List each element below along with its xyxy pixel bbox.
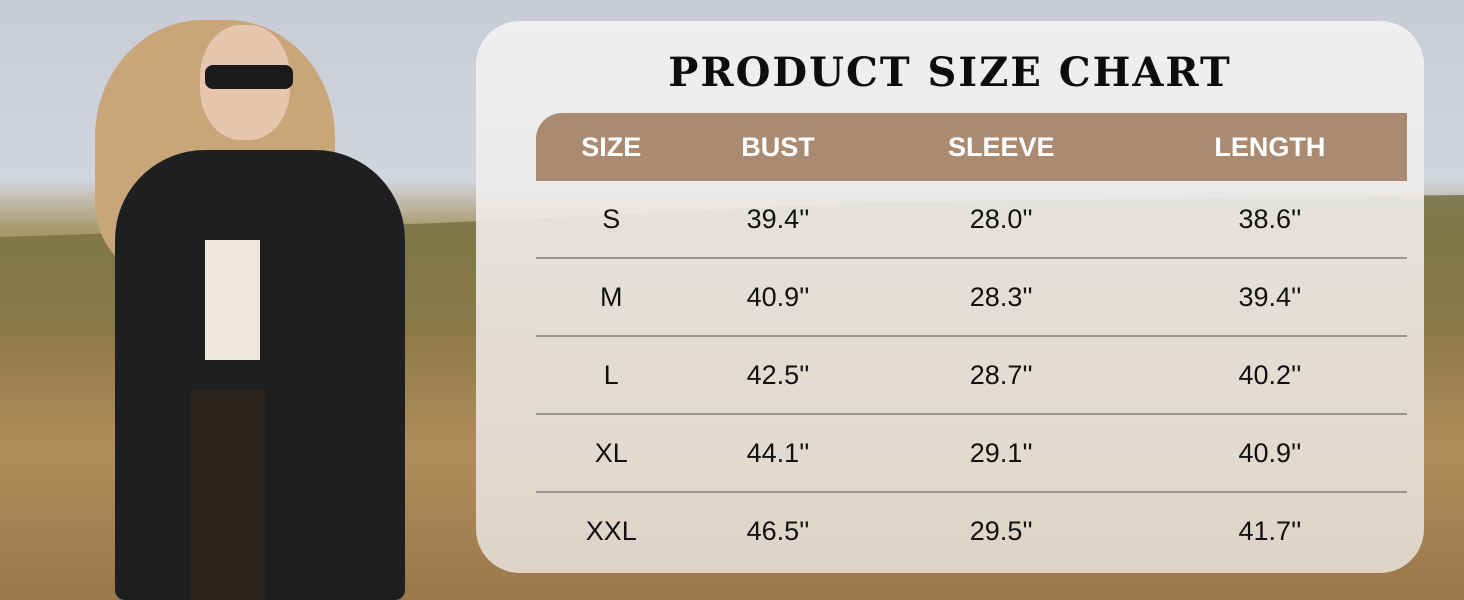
- column-header-sleeve: SLEEVE: [869, 113, 1133, 181]
- table-cell: 29.5'': [969, 515, 1033, 546]
- table-row: XXL 46.5'' 29.5'' 41.7'': [536, 492, 1407, 569]
- table-cell: 29.1'': [869, 414, 1133, 493]
- size-table: SIZE BUST SLEEVE LENGTH S 39.4'' 28.0'' 38.6''…: [536, 113, 1407, 569]
- table-cell: 44.1'': [686, 414, 870, 493]
- table-cell: L: [536, 336, 687, 415]
- size-chart-card: PRODUCT SIZE CHART SIZE BUST SLEEVE LENGTH …: [476, 21, 1424, 573]
- table-cell: 46.5'': [746, 515, 810, 546]
- table-cell: 39.4'': [1132, 258, 1407, 337]
- table-header: SIZE BUST SLEEVE LENGTH: [536, 113, 1407, 181]
- table-row: L 42.5'' 28.7'' 40.2'': [536, 336, 1407, 415]
- table-cell: M: [536, 258, 687, 337]
- table-cell: XL: [536, 414, 687, 493]
- table-cell: 28.7'': [869, 336, 1133, 415]
- table-cell: 28.0'': [869, 181, 1133, 259]
- table-cell: 39.4'': [686, 181, 870, 259]
- table-cell: 42.5'': [686, 336, 870, 415]
- column-header-length: LENGTH: [1132, 113, 1407, 181]
- table-cell: 40.9'': [686, 258, 870, 337]
- table-cell: 40.2'': [1132, 336, 1407, 415]
- table-cell: S: [536, 181, 687, 259]
- table-cell: XXL: [585, 515, 637, 546]
- table-cell: 40.9'': [1132, 414, 1407, 493]
- table-row: M 40.9'' 28.3'' 39.4'': [536, 258, 1407, 337]
- column-header-size: SIZE: [536, 113, 687, 181]
- table-cell: 28.3'': [869, 258, 1133, 337]
- column-header-bust: BUST: [686, 113, 870, 181]
- table-row: S 39.4'' 28.0'' 38.6'': [536, 181, 1407, 259]
- chart-title: PRODUCT SIZE CHART: [668, 49, 1232, 96]
- sunglasses: [205, 65, 293, 89]
- table-row: XL 44.1'' 29.1'' 40.9'': [536, 414, 1407, 493]
- table-cell: 38.6'': [1132, 181, 1407, 259]
- table-cell: 41.7'': [1238, 515, 1302, 546]
